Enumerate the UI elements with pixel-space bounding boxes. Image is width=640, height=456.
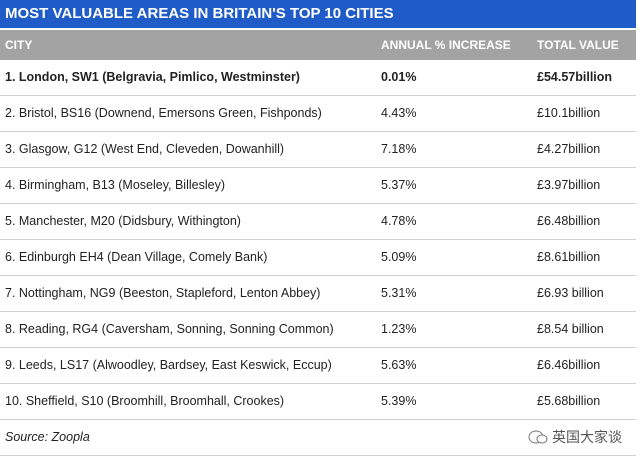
cell: 4. Birmingham, B13 (Moseley, Billesley) xyxy=(5,178,225,192)
table-row: 6. Edinburgh EH4 (Dean Village, Comely B… xyxy=(0,240,636,276)
cell: 7.18% xyxy=(381,142,417,156)
cell: 5.31% xyxy=(381,286,417,300)
table-row: 2. Bristol, BS16 (Downend, Emersons Gree… xyxy=(0,96,636,132)
column-header: TOTAL VALUE xyxy=(537,38,619,52)
source-row: Source: Zoopla 英国大家谈 xyxy=(0,420,636,456)
cell: £6.48billion xyxy=(537,214,601,228)
table-body: 1. London, SW1 (Belgravia, Pimlico, West… xyxy=(0,60,636,420)
cell: 4.78% xyxy=(381,214,417,228)
watermark-text: 英国大家谈 xyxy=(552,429,622,445)
cell: 2. Bristol, BS16 (Downend, Emersons Gree… xyxy=(5,106,322,120)
header-row: CITY ANNUAL % INCREASE TOTAL VALUE xyxy=(0,30,636,60)
table-row: 10. Sheffield, S10 (Broomhill, Broomhall… xyxy=(0,384,636,420)
cell: 0.01% xyxy=(381,70,417,84)
cell: 10. Sheffield, S10 (Broomhill, Broomhall… xyxy=(5,394,285,408)
table-row: 8. Reading, RG4 (Caversham, Sonning, Son… xyxy=(0,312,636,348)
cell: £10.1billion xyxy=(537,106,601,120)
cell: 4.43% xyxy=(381,106,417,120)
column-header: CITY xyxy=(5,38,33,52)
table-row: 3. Glasgow, G12 (West End, Cleveden, Dow… xyxy=(0,132,636,168)
cell: 7. Nottingham, NG9 (Beeston, Stapleford,… xyxy=(5,286,321,300)
watermark: 英国大家谈 xyxy=(528,420,622,455)
watermark-icon xyxy=(528,430,548,444)
source: Source: Zoopla xyxy=(5,430,90,444)
table-row: 4. Birmingham, B13 (Moseley, Billesley) 5… xyxy=(0,168,636,204)
table-row: 5. Manchester, M20 (Didsbury, Withington… xyxy=(0,204,636,240)
cell: 1. London, SW1 (Belgravia, Pimlico, West… xyxy=(5,70,300,84)
cell: £8.54 billion xyxy=(537,322,604,336)
title: MOST VALUABLE AREAS IN BRITAIN'S TOP 10 … xyxy=(0,0,636,28)
cell: 5. Manchester, M20 (Didsbury, Withington… xyxy=(5,214,241,228)
cell: £8.61billion xyxy=(537,250,601,264)
cell: 6. Edinburgh EH4 (Dean Village, Comely B… xyxy=(5,250,268,264)
cell: £3.97billion xyxy=(537,178,601,192)
table-row: 7. Nottingham, NG9 (Beeston, Stapleford,… xyxy=(0,276,636,312)
cell: £6.46billion xyxy=(537,358,601,372)
table-row: 1. London, SW1 (Belgravia, Pimlico, West… xyxy=(0,60,636,96)
cell: 5.09% xyxy=(381,250,417,264)
cell: 3. Glasgow, G12 (West End, Cleveden, Dow… xyxy=(5,142,285,156)
cell: £6.93 billion xyxy=(537,286,604,300)
cell: 9. Leeds, LS17 (Alwoodley, Bardsey, East… xyxy=(5,358,332,372)
table-row: 9. Leeds, LS17 (Alwoodley, Bardsey, East… xyxy=(0,348,636,384)
column-header: ANNUAL % INCREASE xyxy=(381,38,511,52)
cell: £54.57billion xyxy=(537,70,613,84)
cell: 5.39% xyxy=(381,394,417,408)
cell: 5.37% xyxy=(381,178,417,192)
cell: 5.63% xyxy=(381,358,417,372)
cell: £4.27billion xyxy=(537,142,601,156)
cell: 8. Reading, RG4 (Caversham, Sonning, Son… xyxy=(5,322,334,336)
cell: 1.23% xyxy=(381,322,417,336)
cell: £5.68billion xyxy=(537,394,601,408)
